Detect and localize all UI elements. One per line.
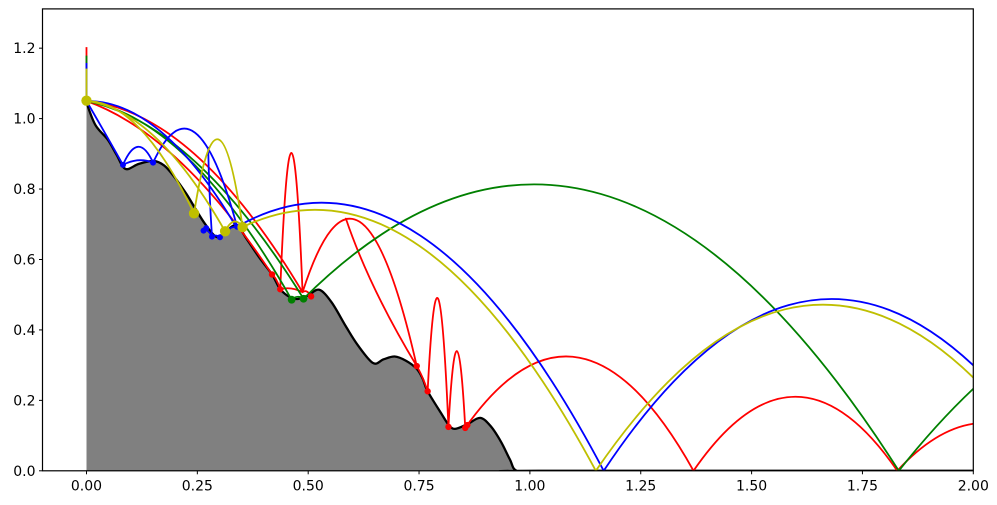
red-ball-bounce-dot (445, 423, 452, 431)
x-tick-label: 0.50 (293, 478, 324, 494)
x-tick-label: 0.75 (403, 478, 434, 494)
yellow-ball-path (85, 100, 974, 471)
yellow-ball-bounce-dot (81, 95, 92, 106)
red-ball-bounce-dot (277, 286, 284, 293)
red-ball-bounce-dot (268, 271, 276, 278)
yellow-ball-bounce-dot (219, 226, 231, 237)
y-tick-label: 0.8 (13, 182, 35, 198)
x-tick-label: 1.00 (514, 478, 545, 494)
yellow-ball-bounce-dots (81, 95, 248, 237)
y-tick-label: 0.4 (13, 323, 35, 339)
y-tick-label: 0.0 (13, 464, 35, 480)
x-tick-label: 0.25 (182, 478, 213, 494)
green-ball-bounce-dot (287, 295, 296, 304)
blue-ball-bounce-dot (119, 161, 126, 168)
red-ball-bounce-dot (413, 362, 420, 370)
y-tick-label: 0.2 (13, 393, 35, 409)
red-ball-bounce-dot (424, 388, 431, 395)
x-tick-label: 0.00 (71, 478, 102, 494)
red-ball-path (85, 100, 974, 471)
terrain-fill (86, 102, 517, 471)
x-tick-label: 1.50 (736, 478, 767, 494)
blue-ball-bounce-dot (216, 234, 223, 241)
yellow-ball-bounce-dot (188, 208, 200, 219)
x-tick-label: 2.00 (958, 478, 989, 494)
red-ball-bounce-dot (464, 421, 471, 429)
green-ball-bounce-dots (287, 294, 308, 304)
y-tick-label: 1.2 (13, 41, 35, 57)
y-tick-label: 0.6 (13, 252, 35, 268)
x-tick-label: 1.25 (625, 478, 656, 494)
blue-ball-bounce-dot (203, 225, 210, 232)
green-ball-bounce-dot (299, 294, 308, 303)
x-tick-label: 1.75 (847, 478, 878, 494)
red-ball-bounce-dot (307, 293, 315, 300)
terrain-line (85, 101, 974, 471)
plot-area (81, 47, 974, 471)
blue-ball-bounce-dot (208, 233, 215, 240)
y-tick-label: 1.0 (13, 112, 35, 128)
axes-spines (41, 8, 974, 472)
yellow-ball-bounce-dot (237, 221, 248, 233)
axes-layer: 0.00 0.25 0.50 0.75 1.00 1.25 1.50 1.75 2.00 0.0 0… (13, 8, 989, 494)
red-ball-bounce-dots (268, 271, 471, 432)
blue-ball-bounce-dot (150, 159, 157, 166)
